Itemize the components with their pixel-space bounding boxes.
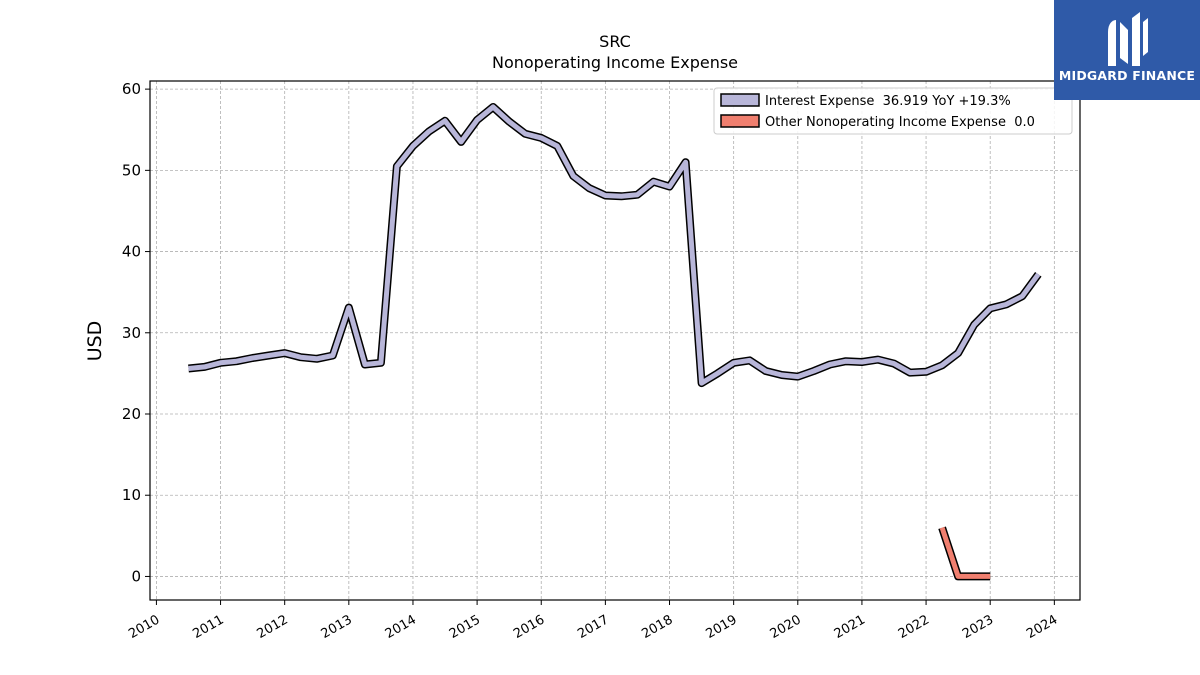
legend-label-interest-expense: Interest Expense 36.919 YoY +19.3% xyxy=(765,94,1011,109)
midgard-logo-mark-icon xyxy=(1108,12,1148,66)
series-0 xyxy=(188,103,1042,388)
chart-title: SRC xyxy=(599,32,631,51)
y-tick-label: 10 xyxy=(122,486,141,504)
x-tick-label: 2024 xyxy=(1024,612,1060,642)
logo-text: MIDGARD FINANCE xyxy=(1058,68,1196,83)
x-tick-label: 2015 xyxy=(447,612,483,642)
x-tick-label: 2016 xyxy=(511,612,547,642)
legend-swatch-interest-expense xyxy=(720,93,760,107)
y-tick-label: 60 xyxy=(122,80,141,98)
legend-swatch-other-nonoperating xyxy=(720,114,760,128)
y-axis: 0 10 20 30 40 50 60 xyxy=(122,80,150,585)
x-tick-label: 2019 xyxy=(703,612,739,642)
x-tick-label: 2021 xyxy=(832,612,868,642)
series-layer xyxy=(188,103,1042,581)
series-line xyxy=(939,526,991,579)
y-tick-label: 20 xyxy=(122,405,141,423)
y-tick-label: 50 xyxy=(122,161,141,179)
chart-subtitle: Nonoperating Income Expense xyxy=(492,53,738,72)
x-tick-label: 2018 xyxy=(639,612,675,642)
x-tick-label: 2022 xyxy=(896,612,932,642)
y-tick-label: 30 xyxy=(122,324,141,342)
y-tick-label: 40 xyxy=(122,243,141,261)
plot-area-frame xyxy=(149,80,1081,601)
legend-frame xyxy=(713,87,1073,135)
x-tick-label: 2010 xyxy=(126,612,162,642)
legend-label-other-nonoperating: Other Nonoperating Income Expense 0.0 xyxy=(765,115,1035,130)
x-tick-label: 2020 xyxy=(768,612,804,642)
x-tick-label: 2012 xyxy=(255,612,291,642)
grid-lines xyxy=(150,81,1080,600)
x-tick-label: 2014 xyxy=(383,612,419,642)
x-tick-label: 2013 xyxy=(319,612,355,642)
y-tick-label: 0 xyxy=(131,567,141,585)
series-line xyxy=(188,104,1041,386)
y-axis-label: USD xyxy=(84,321,106,362)
x-tick-label: 2023 xyxy=(960,612,996,642)
x-tick-label: 2017 xyxy=(575,612,611,642)
legend: Interest Expense 36.919 YoY +19.3% Other… xyxy=(713,87,1073,135)
midgard-finance-logo: MIDGARD FINANCE xyxy=(1054,0,1200,100)
series-line-outline xyxy=(188,103,1042,388)
x-tick-label: 2011 xyxy=(190,612,226,642)
series-1 xyxy=(938,526,991,581)
x-axis: 2010 2011 2012 2013 2014 2015 2016 2017 2018 2019… xyxy=(126,600,1060,642)
